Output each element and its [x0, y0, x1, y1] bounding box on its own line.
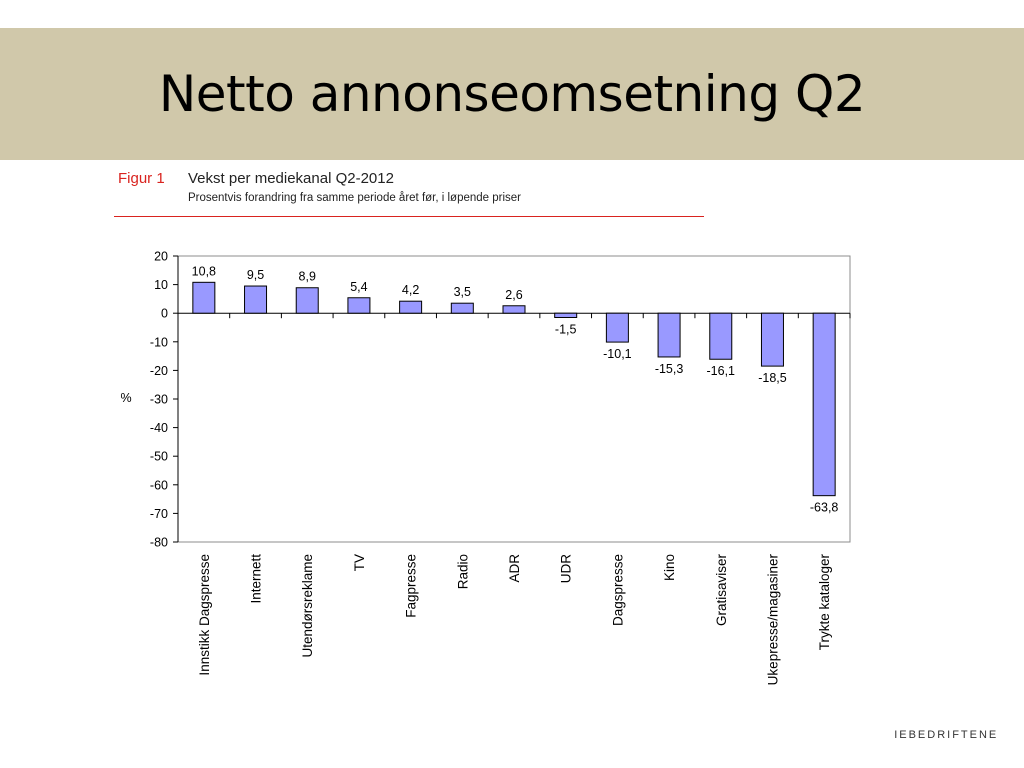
data-label: 2,6 [505, 288, 522, 302]
x-tick-label: Innstikk Dagspresse [197, 554, 212, 676]
y-tick-label: -10 [150, 335, 168, 349]
data-label: -16,1 [707, 364, 736, 378]
y-tick-label: -70 [150, 507, 168, 521]
data-label: 8,9 [299, 270, 316, 284]
y-tick-label: -50 [150, 450, 168, 464]
x-tick-label: Dagspresse [610, 554, 625, 626]
figure-title: Vekst per mediekanal Q2-2012 [188, 170, 394, 187]
bar [812, 312, 836, 497]
brand-logo: IEBEDRIFTENE [890, 729, 999, 741]
bar [657, 312, 681, 358]
data-label: 4,2 [402, 283, 419, 297]
bar [709, 312, 733, 360]
y-tick-label: -20 [150, 364, 168, 378]
bar [554, 312, 578, 318]
figure-label: Figur 1 [118, 170, 165, 187]
y-tick-label: -30 [150, 393, 168, 407]
x-tick-label: Trykte kataloger [817, 554, 832, 651]
figure-divider [114, 216, 704, 217]
data-label: 10,8 [192, 264, 216, 278]
bar [399, 300, 423, 314]
y-tick-label: -40 [150, 421, 168, 435]
data-label: 3,5 [454, 285, 471, 299]
data-label: 5,4 [350, 280, 367, 294]
y-tick-label: 0 [161, 307, 168, 321]
bar [450, 302, 474, 314]
y-tick-label: -60 [150, 478, 168, 492]
data-label: -18,5 [758, 371, 787, 385]
x-tick-label: Kino [662, 554, 677, 581]
x-tick-label: Gratisaviser [714, 553, 729, 626]
bar [760, 312, 784, 367]
x-tick-label: TV [352, 554, 367, 571]
data-label: -10,1 [603, 347, 632, 361]
x-tick-label: UDR [559, 554, 574, 583]
x-tick-label: Radio [455, 554, 470, 589]
bar [502, 305, 526, 314]
x-tick-label: Ukepresse/magasiner [765, 553, 780, 685]
bar [347, 297, 371, 314]
y-tick-label: 20 [154, 250, 168, 264]
y-tick-label: 10 [154, 278, 168, 292]
bar [295, 287, 319, 314]
title-band: Netto annonseomsetning Q2 [0, 28, 1024, 160]
bar [192, 281, 216, 314]
y-axis-label: % [120, 391, 131, 405]
bar [244, 285, 268, 314]
data-label: -15,3 [655, 362, 684, 376]
bar [605, 312, 629, 343]
y-tick-label: -80 [150, 536, 168, 550]
data-label: -1,5 [555, 322, 577, 336]
x-tick-label: Utendørsreklame [300, 554, 315, 658]
figure-subtitle: Prosentvis forandring fra samme periode … [188, 192, 522, 204]
data-label: -63,8 [810, 501, 839, 515]
x-tick-label: Internett [249, 554, 264, 604]
x-tick-label: ADR [507, 554, 522, 583]
slide-title: Netto annonseomsetning Q2 [158, 65, 866, 123]
x-tick-label: Fagpresse [404, 554, 419, 618]
data-label: 9,5 [247, 268, 264, 282]
